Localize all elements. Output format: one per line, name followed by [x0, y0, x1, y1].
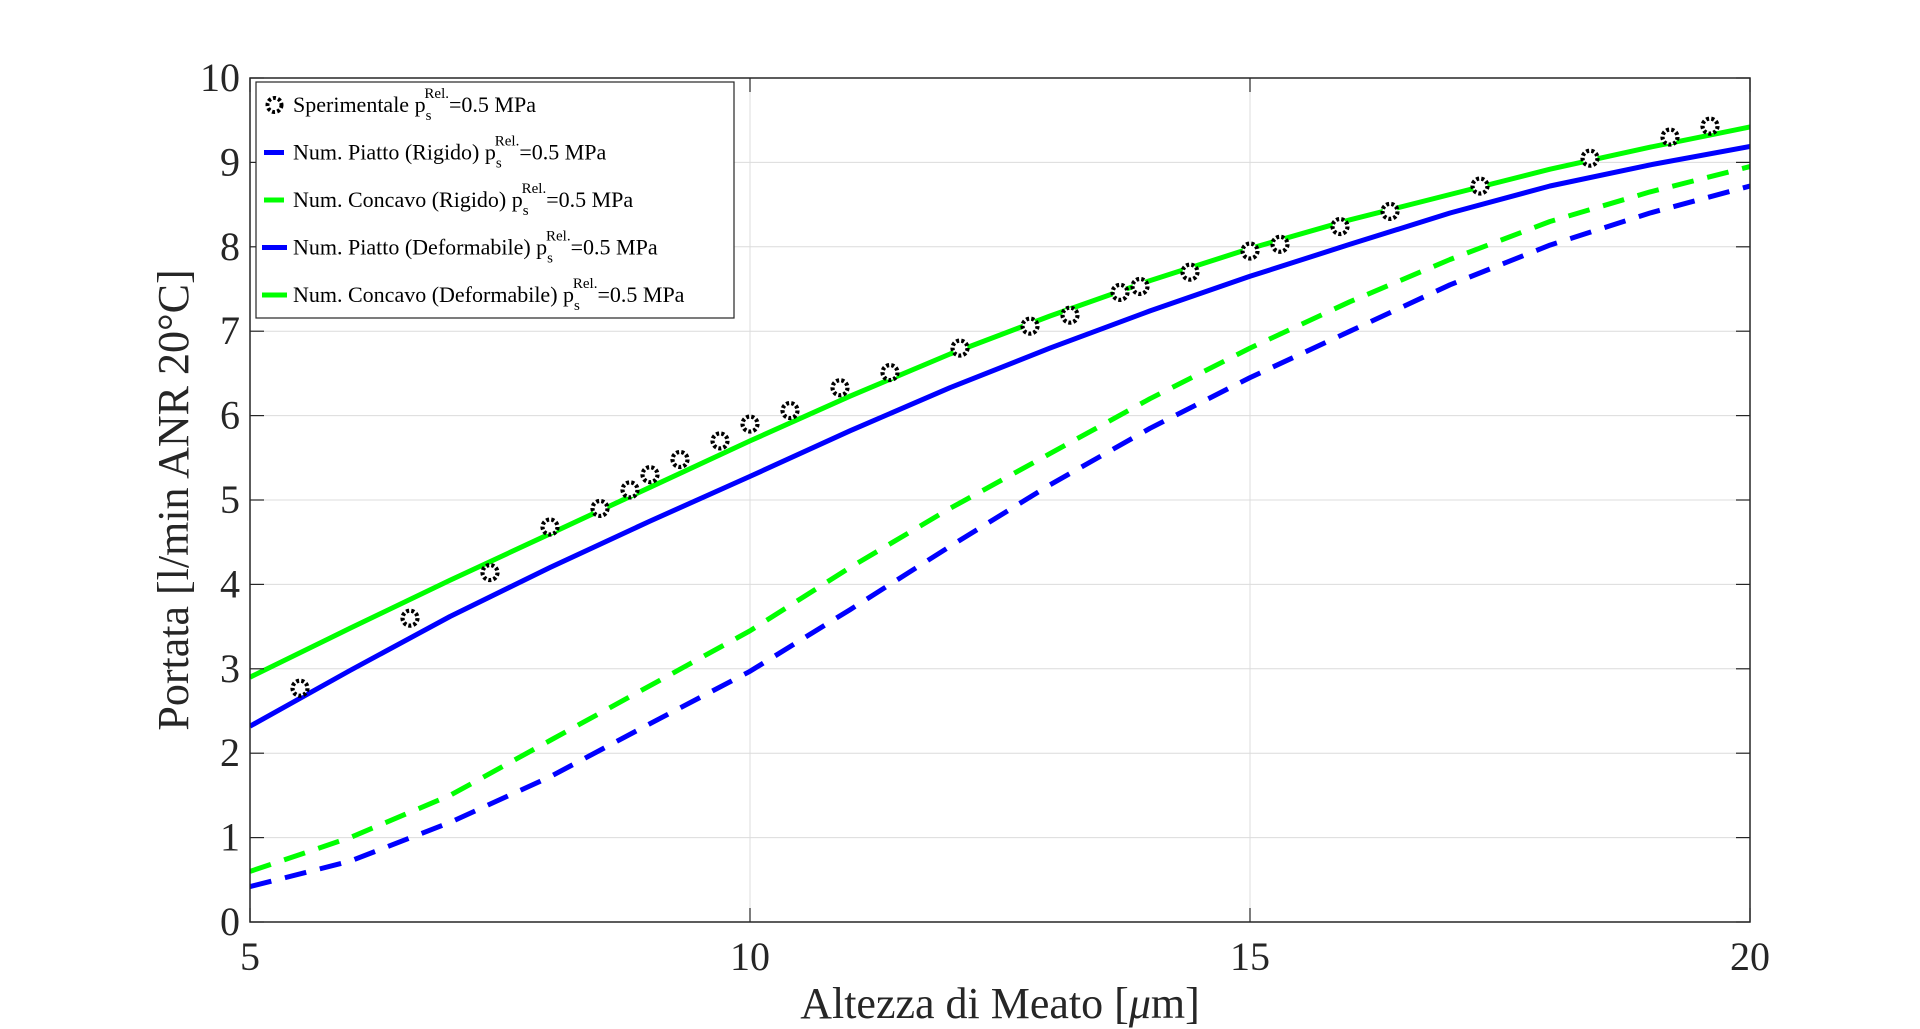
legend-marker — [265, 96, 284, 114]
data-point-marker — [710, 431, 730, 451]
data-point-marker — [1240, 241, 1260, 261]
y-tick-label: 8 — [220, 224, 240, 269]
y-tick-label: 7 — [220, 308, 240, 353]
data-point — [1470, 176, 1490, 196]
x-tick-label: 15 — [1230, 934, 1270, 979]
series-line-num-piatto-deformabile — [250, 143, 1750, 729]
data-point — [290, 678, 310, 698]
data-point-marker — [1110, 282, 1130, 302]
y-tick-label: 5 — [220, 477, 240, 522]
data-point-marker — [400, 608, 420, 628]
data-point — [710, 431, 730, 451]
data-point — [1110, 282, 1130, 302]
legend: Sperimentale psRel.=0.5 MPa Num. Piatto (… — [255, 81, 735, 319]
data-point-marker — [1130, 276, 1150, 297]
data-point-marker — [1270, 234, 1290, 254]
data-point-marker — [950, 338, 970, 358]
x-tick-label: 5 — [240, 934, 260, 979]
data-point-marker — [1180, 262, 1200, 282]
data-point — [1130, 276, 1150, 297]
data-point — [400, 608, 420, 628]
data-point-marker — [640, 465, 660, 485]
data-point — [1330, 216, 1350, 237]
data-point-marker — [590, 498, 610, 519]
legend-label: Num. Piatto (Rigido) psRel.=0.5 MPa — [293, 134, 607, 172]
data-point — [1700, 116, 1720, 136]
y-axis-label: Portata [l/min ANR 20°C] — [149, 269, 198, 730]
series-layer — [250, 116, 1750, 890]
y-tick-label: 1 — [220, 815, 240, 860]
data-point-marker — [1470, 176, 1490, 196]
x-axis-label: Altezza di Meato [μm] — [800, 979, 1200, 1028]
legend-label: Sperimentale psRel.=0.5 MPa — [293, 86, 536, 124]
data-point — [740, 414, 760, 434]
legend-item: Sperimentale psRel.=0.5 MPa — [265, 86, 536, 124]
data-point — [1270, 234, 1290, 254]
data-point — [1240, 241, 1260, 261]
y-tick-label: 9 — [220, 139, 240, 184]
y-tick-label: 2 — [220, 730, 240, 775]
data-point-marker — [1380, 201, 1400, 221]
data-point — [1180, 262, 1200, 282]
tick-labels: 5 10 15 20 0 1 2 3 4 5 6 7 8 9 10 — [200, 55, 1770, 979]
data-point — [1580, 148, 1600, 168]
data-point-marker — [1660, 127, 1680, 147]
x-tick-label: 10 — [730, 934, 770, 979]
legend-label: Num. Piatto (Deformabile) psRel.=0.5 MPa — [293, 229, 658, 267]
legend-item: Num. Concavo (Deformabile) psRel.=0.5 MP… — [262, 276, 685, 314]
legend-item: Num. Piatto (Rigido) psRel.=0.5 MPa — [264, 134, 607, 172]
data-point — [540, 517, 560, 537]
y-tick-label: 3 — [220, 646, 240, 691]
legend-item: Num. Piatto (Deformabile) psRel.=0.5 MPa — [262, 229, 658, 267]
data-point — [640, 465, 660, 485]
data-point-marker — [1700, 116, 1720, 136]
data-point-marker — [880, 362, 900, 383]
y-tick-label: 4 — [220, 561, 240, 606]
legend-label: Num. Concavo (Rigido) psRel.=0.5 MPa — [293, 181, 633, 219]
data-point-marker — [290, 678, 310, 698]
data-point-marker — [540, 517, 560, 537]
data-point — [880, 362, 900, 383]
data-point — [620, 480, 640, 500]
x-tick-label: 20 — [1730, 934, 1770, 979]
data-point — [670, 449, 690, 470]
data-point — [590, 498, 610, 519]
data-point-marker — [1330, 216, 1350, 237]
data-point — [1060, 305, 1080, 325]
legend-item: Num. Concavo (Rigido) psRel.=0.5 MPa — [264, 181, 633, 219]
data-point-marker — [670, 449, 690, 470]
data-point-marker — [780, 400, 800, 421]
data-point — [950, 338, 970, 358]
y-tick-label: 6 — [220, 393, 240, 438]
data-point-marker — [830, 378, 850, 398]
legend-label: Num. Concavo (Deformabile) psRel.=0.5 MP… — [293, 276, 685, 314]
series-line-num-concavo-deformabile — [250, 124, 1750, 680]
y-tick-label: 0 — [220, 899, 240, 944]
data-point-marker — [1060, 305, 1080, 325]
data-point-marker — [1020, 316, 1040, 336]
legend-box — [255, 81, 735, 319]
data-point-marker — [1580, 148, 1600, 168]
series-line-num-piatto-rigido — [250, 183, 1750, 890]
data-point-marker — [740, 414, 760, 434]
data-point — [1020, 316, 1040, 336]
y-tick-label: 10 — [200, 55, 240, 100]
data-point — [1660, 127, 1680, 147]
data-point-marker — [620, 480, 640, 500]
data-point — [1380, 201, 1400, 221]
data-point — [780, 400, 800, 421]
data-point-marker — [480, 562, 500, 583]
data-point — [830, 378, 850, 398]
series-line-num-concavo-rigido — [250, 164, 1750, 874]
data-point — [480, 562, 500, 583]
